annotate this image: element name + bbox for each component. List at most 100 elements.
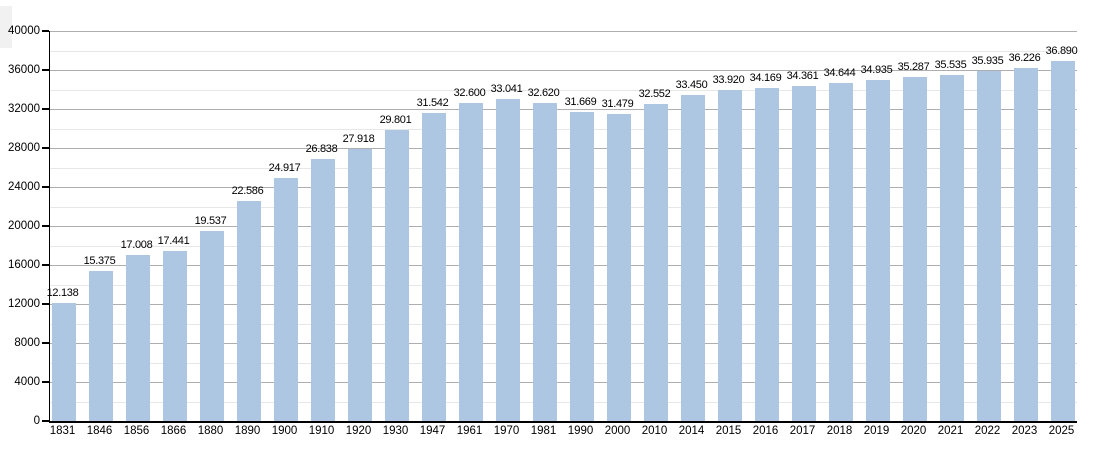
x-tick-label: 2023: [1011, 425, 1038, 437]
y-tick-label: 0: [33, 414, 40, 427]
y-tick-label: 40000: [8, 24, 40, 37]
gridline-minor: [50, 167, 1077, 169]
bar-2017: [791, 85, 816, 421]
gridline-major: [50, 148, 1077, 149]
bar-1856: [125, 255, 150, 421]
bar-value-label: 32.552: [638, 87, 671, 100]
gridline-minor: [50, 89, 1077, 91]
bar-2019: [865, 80, 890, 421]
bar-2014: [680, 94, 705, 421]
bar-value-label: 34.361: [786, 69, 819, 82]
x-tick-label: 2019: [863, 425, 890, 437]
y-tick-label: 24000: [8, 180, 40, 193]
bar-value-label: 35.535: [934, 58, 967, 71]
bar-2010: [643, 103, 668, 421]
bar-1970: [495, 98, 520, 421]
y-tick-label: 36000: [8, 63, 40, 76]
bar-value-label: 17.441: [157, 234, 190, 247]
bar-value-label: 31.479: [601, 98, 634, 111]
bar-1990: [569, 112, 594, 421]
bar-2021: [939, 74, 964, 421]
bar-2015: [717, 90, 742, 421]
y-tick: [42, 69, 49, 71]
x-tick-label: 1910: [308, 425, 335, 437]
bar-value-label: 33.041: [490, 82, 523, 95]
gridline-major: [50, 304, 1077, 305]
x-tick-label: 1947: [419, 425, 446, 437]
bar-1961: [458, 103, 483, 421]
x-tick-label: 1900: [271, 425, 298, 437]
bar-1900: [273, 178, 298, 421]
bar-1890: [236, 200, 261, 421]
x-tick-label: 1856: [123, 425, 150, 437]
y-tick-label: 8000: [14, 336, 40, 349]
bar-1920: [347, 148, 372, 421]
gridline-minor: [50, 128, 1077, 130]
bar-1846: [88, 271, 113, 421]
y-tick: [42, 303, 49, 305]
x-tick-label: 1890: [234, 425, 261, 437]
bar-2016: [754, 87, 779, 421]
bar-2022: [976, 70, 1001, 421]
bar-value-label: 32.620: [527, 86, 560, 99]
y-tick: [42, 186, 49, 188]
x-tick-label: 2010: [641, 425, 668, 437]
x-tick-label: 1990: [567, 425, 594, 437]
x-tick-label: 2018: [826, 425, 853, 437]
x-tick-label: 2015: [715, 425, 742, 437]
bar-value-label: 36.226: [1008, 51, 1041, 64]
gridline-major: [50, 265, 1077, 266]
x-tick-label: 2022: [974, 425, 1001, 437]
bar-value-label: 35.935: [971, 54, 1004, 67]
y-tick: [42, 420, 49, 422]
bar-1866: [162, 250, 187, 421]
gridline-major: [50, 382, 1077, 383]
gridline-minor: [50, 50, 1077, 52]
x-tick-label: 2017: [789, 425, 816, 437]
bar-value-label: 31.669: [564, 96, 597, 109]
x-tick-label: 1831: [49, 425, 76, 437]
bar-value-label: 19.537: [194, 214, 227, 227]
corner-artifact: [0, 6, 12, 48]
y-tick-label: 4000: [14, 375, 40, 388]
bar-value-label: 33.450: [675, 78, 708, 91]
x-tick-label: 1846: [86, 425, 113, 437]
x-tick-label: 2014: [678, 425, 705, 437]
x-tick-label: 2020: [900, 425, 927, 437]
gridline-major: [50, 109, 1077, 110]
bar-2020: [902, 76, 927, 421]
bar-1947: [421, 113, 446, 421]
y-tick: [42, 381, 49, 383]
x-tick-label: 1920: [345, 425, 372, 437]
bar-2018: [828, 83, 853, 421]
bar-value-label: 27.918: [342, 132, 375, 145]
y-tick-label: 20000: [8, 219, 40, 232]
bar-1910: [310, 159, 335, 421]
gridline-minor: [50, 401, 1077, 403]
bar-value-label: 34.935: [860, 64, 893, 77]
y-tick: [42, 30, 49, 32]
bar-value-label: 15.375: [83, 255, 116, 268]
gridline-minor: [50, 362, 1077, 364]
x-tick-label: 1970: [493, 425, 520, 437]
gridline-major: [50, 226, 1077, 227]
bar-value-label: 36.890: [1045, 45, 1078, 58]
y-tick: [42, 108, 49, 110]
bar-1831: [51, 302, 76, 421]
y-tick: [42, 264, 49, 266]
gridline-minor: [50, 206, 1077, 208]
x-tick-label: 1961: [456, 425, 483, 437]
y-tick-label: 12000: [8, 297, 40, 310]
y-tick: [42, 225, 49, 227]
x-tick-label: 1930: [382, 425, 409, 437]
bar-2000: [606, 114, 631, 421]
bar-value-label: 34.169: [749, 71, 782, 84]
plot-area: [49, 31, 1077, 423]
x-tick-label: 2021: [937, 425, 964, 437]
bar-value-label: 29.801: [379, 114, 412, 127]
gridline-major: [50, 343, 1077, 344]
bar-1880: [199, 230, 224, 421]
x-tick-label: 2025: [1048, 425, 1075, 437]
y-tick-label: 16000: [8, 258, 40, 271]
